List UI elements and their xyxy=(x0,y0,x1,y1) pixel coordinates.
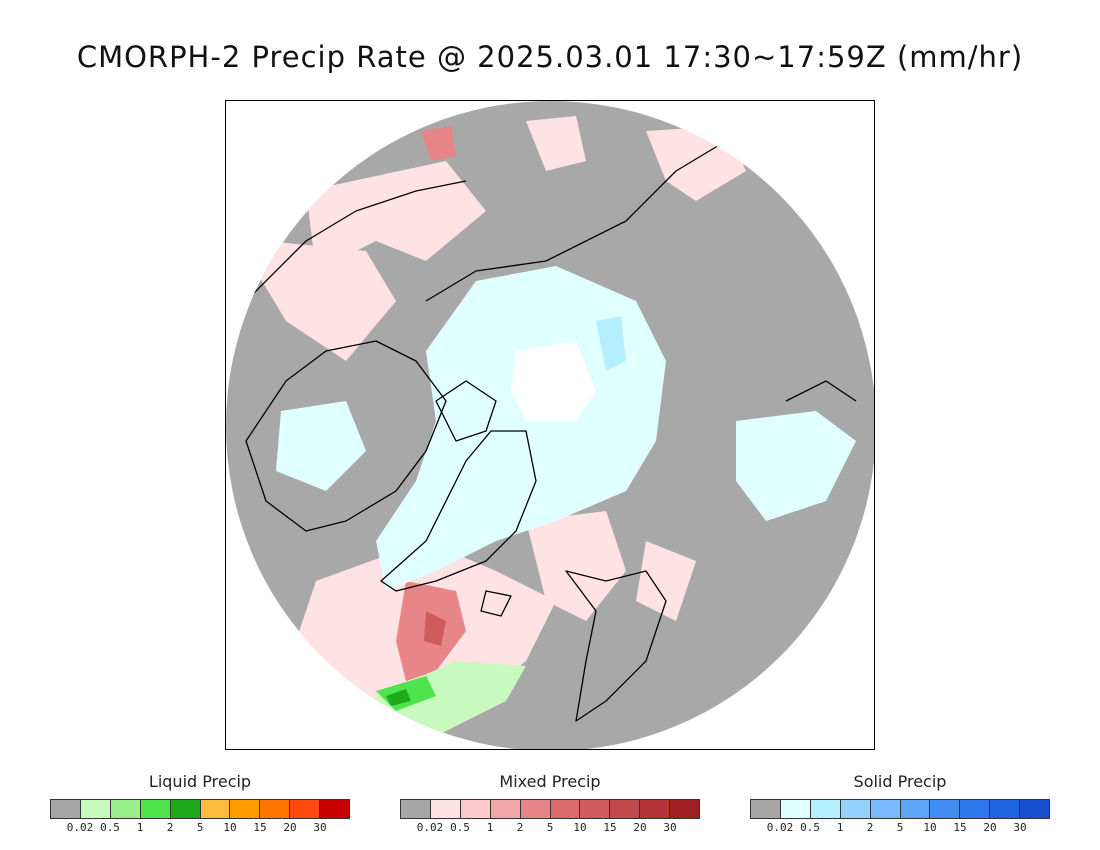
legend-liquid-swatch-5 xyxy=(200,800,231,818)
legend-mixed-swatch-4 xyxy=(520,800,551,818)
legend-mixed-swatch-7 xyxy=(610,800,641,818)
legend-mixed-swatch-0 xyxy=(401,800,431,818)
legend-mixed-swatch-2 xyxy=(460,800,491,818)
legend-liquid-tick: 5 xyxy=(196,821,204,834)
legend-liquid-swatch-0 xyxy=(51,800,81,818)
legend-solid-swatch-7 xyxy=(960,800,991,818)
legend-mixed-swatch-6 xyxy=(580,800,611,818)
legend-liquid-swatch-9 xyxy=(320,800,350,818)
legend-liquid-swatch-6 xyxy=(230,800,261,818)
legend-solid-swatch-2 xyxy=(810,800,841,818)
legend-solid-tick: 10 xyxy=(923,821,937,834)
legend-mixed: Mixed Precip 0.02 0.5 1 2 5 10 15 20 30 xyxy=(400,772,700,834)
legend-liquid: Liquid Precip 0.02 0.5 1 2 5 10 15 20 30 xyxy=(50,772,350,834)
legend-liquid-ticks: 0.02 0.5 1 2 5 10 15 20 30 xyxy=(50,819,350,834)
legend-liquid-swatch-8 xyxy=(290,800,321,818)
legend-liquid-title: Liquid Precip xyxy=(148,772,252,791)
legend-mixed-tick: 15 xyxy=(603,821,617,834)
legend-solid-swatch-9 xyxy=(1020,800,1050,818)
mixed-precip-heavy xyxy=(396,126,466,681)
legend-solid-tick: 0.02 xyxy=(766,821,794,834)
legend-mixed-ticks: 0.02 0.5 1 2 5 10 15 20 30 xyxy=(400,819,700,834)
legend-solid-bar xyxy=(750,799,1050,819)
legend-solid: Solid Precip 0.02 0.5 1 2 5 10 15 20 30 xyxy=(750,772,1050,834)
legend-solid-swatch-4 xyxy=(870,800,901,818)
legend-solid-title: Solid Precip xyxy=(853,772,947,791)
legend-solid-swatch-3 xyxy=(840,800,871,818)
legend-mixed-title: Mixed Precip xyxy=(499,772,601,791)
legend-solid-swatch-5 xyxy=(900,800,931,818)
legend-liquid-swatch-1 xyxy=(80,800,111,818)
map-panel xyxy=(225,100,875,750)
legend-liquid-tick: 20 xyxy=(283,821,297,834)
legend-liquid-tick: 1 xyxy=(136,821,144,834)
legend-liquid-swatch-4 xyxy=(170,800,201,818)
legend-liquid-bar xyxy=(50,799,350,819)
legend-mixed-bar xyxy=(400,799,700,819)
legend-liquid-tick: 0.02 xyxy=(66,821,94,834)
legend-mixed-tick: 1 xyxy=(486,821,494,834)
legend-mixed-tick: 20 xyxy=(633,821,647,834)
legend-liquid-tick: 10 xyxy=(223,821,237,834)
coastlines xyxy=(245,140,867,722)
legend-liquid-swatch-3 xyxy=(140,800,171,818)
legend-liquid-tick: 2 xyxy=(166,821,174,834)
legend-mixed-tick: 0.5 xyxy=(450,821,470,834)
legend-liquid-swatch-2 xyxy=(110,800,141,818)
legend-solid-tick: 5 xyxy=(896,821,904,834)
legend-mixed-swatch-9 xyxy=(670,800,700,818)
legend-solid-tick: 20 xyxy=(983,821,997,834)
legend-solid-tick: 15 xyxy=(953,821,967,834)
legend-mixed-swatch-1 xyxy=(430,800,461,818)
legend-liquid-tick: 30 xyxy=(313,821,327,834)
legend-solid-swatch-6 xyxy=(930,800,961,818)
legend-mixed-swatch-5 xyxy=(550,800,581,818)
legend-solid-tick: 1 xyxy=(836,821,844,834)
legend-solid-ticks: 0.02 0.5 1 2 5 10 15 20 30 xyxy=(750,819,1050,834)
legend-solid-swatch-0 xyxy=(751,800,781,818)
polar-precip-map xyxy=(226,101,874,749)
legend-mixed-tick: 10 xyxy=(573,821,587,834)
map-title: CMORPH-2 Precip Rate @ 2025.03.01 17:30~… xyxy=(76,40,1024,74)
legend-mixed-tick: 2 xyxy=(516,821,524,834)
legend-mixed-tick: 0.02 xyxy=(416,821,444,834)
legend-liquid-tick: 0.5 xyxy=(100,821,120,834)
legend-liquid-swatch-7 xyxy=(260,800,291,818)
legend-solid-swatch-8 xyxy=(990,800,1021,818)
legend-mixed-swatch-8 xyxy=(640,800,671,818)
legend-solid-tick: 0.5 xyxy=(800,821,820,834)
legend-mixed-tick: 30 xyxy=(663,821,677,834)
legend-solid-swatch-1 xyxy=(780,800,811,818)
legend-liquid-tick: 15 xyxy=(253,821,267,834)
legend-mixed-swatch-3 xyxy=(490,800,521,818)
solid-precip-areas xyxy=(276,266,856,591)
legend-solid-tick: 2 xyxy=(866,821,874,834)
legend-solid-tick: 30 xyxy=(1013,821,1027,834)
legend-mixed-tick: 5 xyxy=(546,821,554,834)
